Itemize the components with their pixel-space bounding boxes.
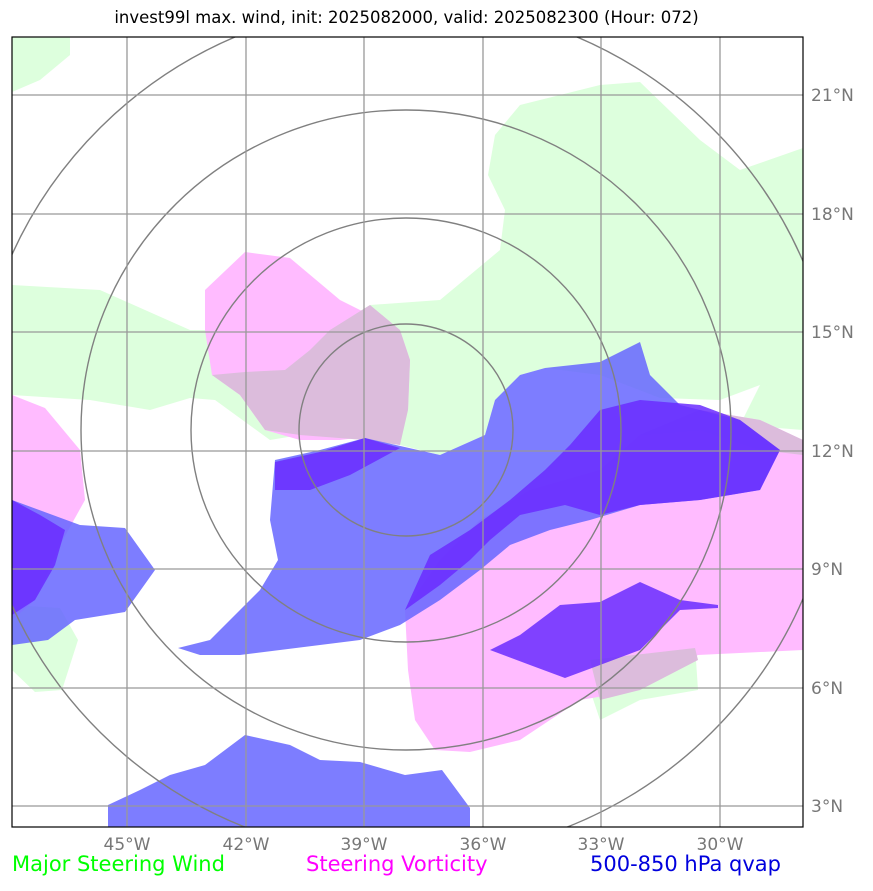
legend-steering-vorticity: Steering Vorticity — [306, 852, 488, 876]
lon-label-39w: 39°W — [341, 835, 388, 855]
lon-label-30w: 30°W — [697, 835, 744, 855]
lon-label-42w: 42°W — [223, 835, 270, 855]
range-rings — [12, 37, 803, 827]
lat-label-18n: 18°N — [811, 205, 854, 225]
legend-qvap: 500-850 hPa qvap — [590, 852, 781, 876]
lat-label-21n: 21°N — [811, 86, 854, 106]
lat-label-15n: 15°N — [811, 323, 854, 343]
lon-label-36w: 36°W — [460, 835, 507, 855]
lat-label-9n: 9°N — [811, 560, 843, 580]
lon-label-33w: 33°W — [578, 835, 625, 855]
lat-label-6n: 6°N — [811, 679, 843, 699]
map-title: invest99l max. wind, init: 2025082000, v… — [114, 8, 699, 27]
lat-label-12n: 12°N — [811, 442, 854, 462]
map-frame — [11, 36, 804, 828]
lon-label-45w: 45°W — [104, 835, 151, 855]
legend-steering-wind: Major Steering Wind — [12, 852, 225, 876]
lat-label-3n: 3°N — [811, 797, 843, 817]
graticule — [12, 37, 803, 827]
